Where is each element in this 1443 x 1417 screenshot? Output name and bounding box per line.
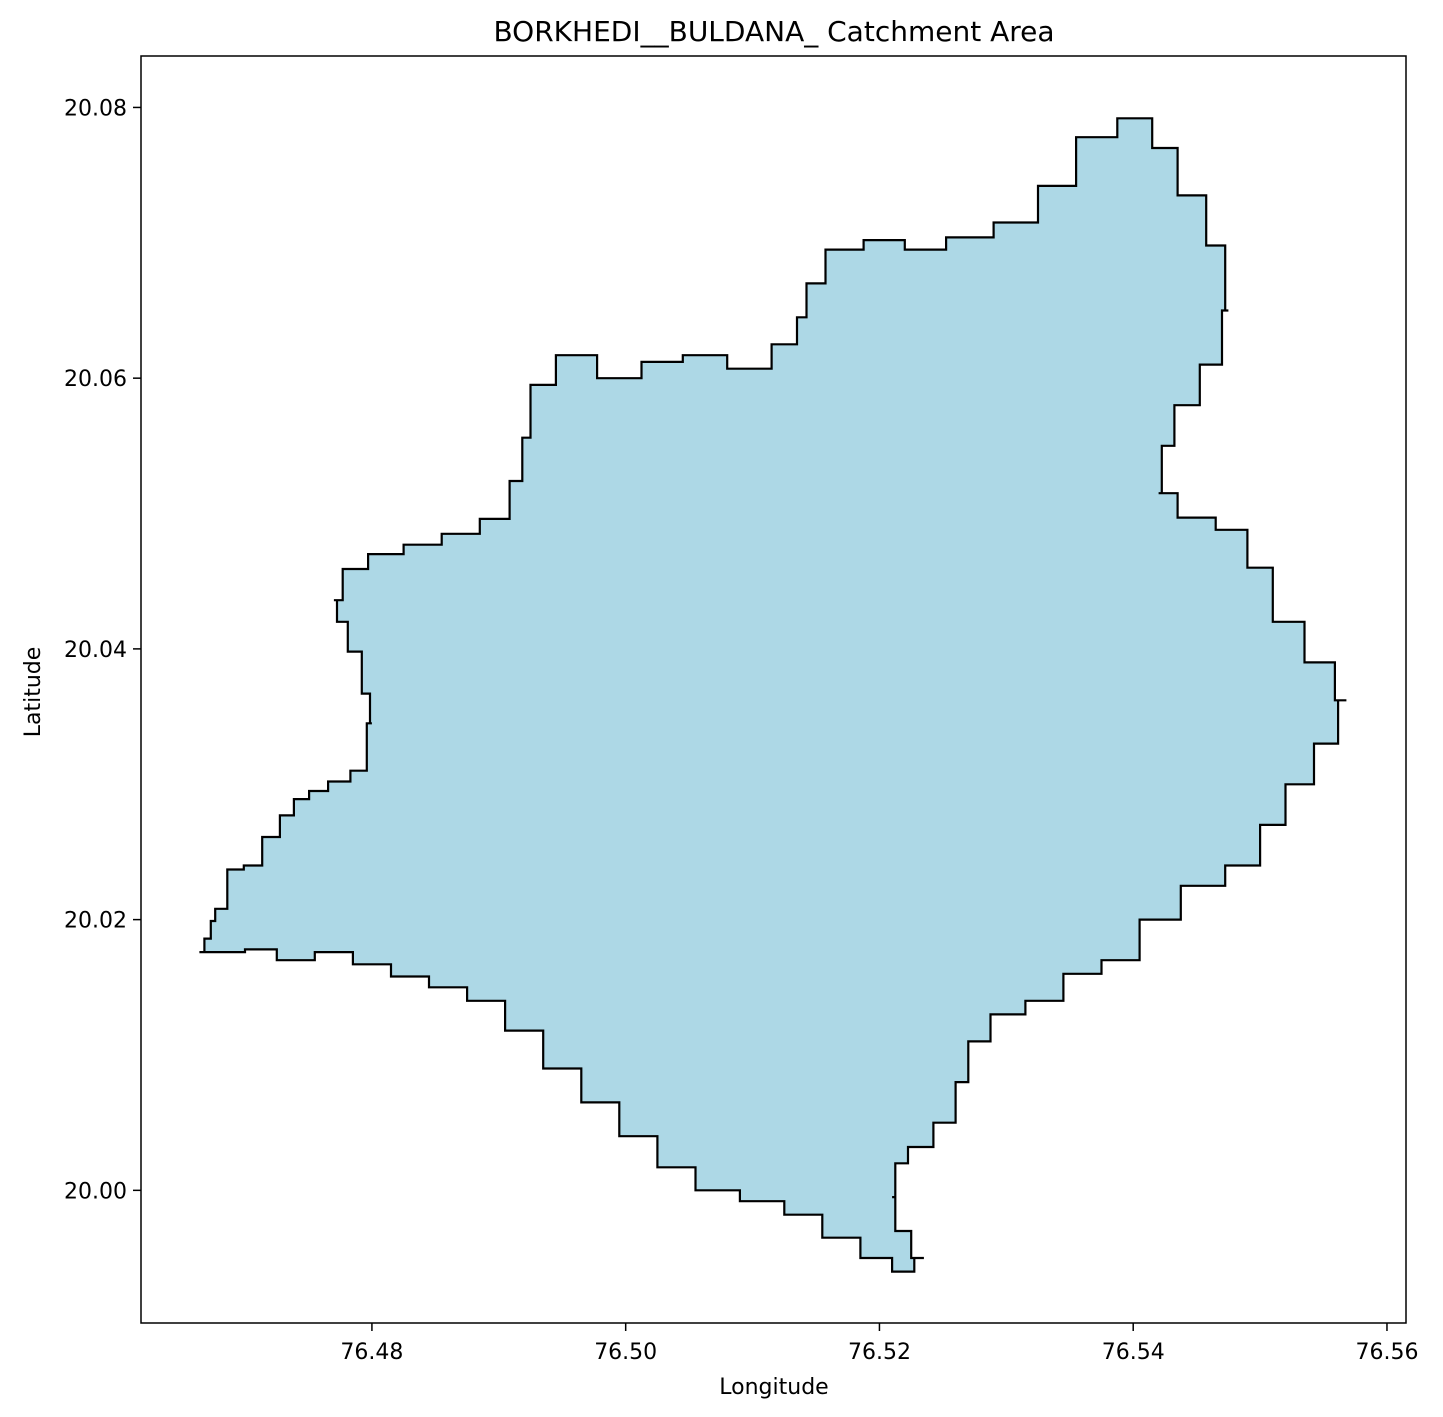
x-axis-label: Longitude [719, 1375, 828, 1400]
x-tick-label: 76.56 [1355, 1340, 1418, 1365]
y-tick-label: 20.02 [64, 909, 127, 934]
y-axis-label: Latitude [21, 647, 46, 738]
chart-title: BORKHEDI__BULDANA_ Catchment Area [493, 15, 1054, 48]
y-tick-label: 20.08 [64, 96, 127, 121]
y-tick-label: 20.06 [64, 367, 127, 392]
x-tick-label: 76.48 [340, 1340, 403, 1365]
x-tick-label: 76.52 [848, 1340, 911, 1365]
x-tick-label: 76.50 [594, 1340, 657, 1365]
catchment-polygon [199, 117, 1347, 1273]
y-axis: 20.00 20.02 20.04 20.06 20.08 [64, 96, 141, 1204]
x-tick-label: 76.54 [1102, 1340, 1165, 1365]
x-axis: 76.48 76.50 76.52 76.54 76.56 [340, 1323, 1418, 1365]
y-tick-label: 20.00 [64, 1179, 127, 1204]
y-tick-label: 20.04 [64, 638, 127, 663]
